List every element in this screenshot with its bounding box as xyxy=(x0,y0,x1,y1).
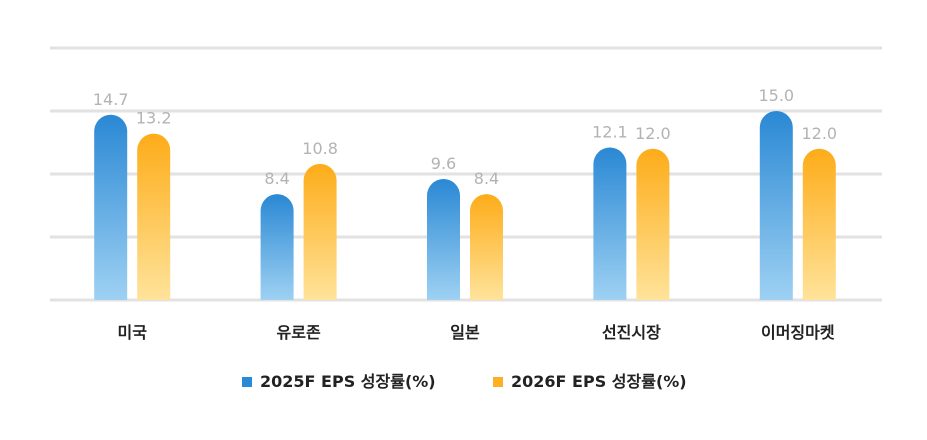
bar-2-3 xyxy=(470,194,503,300)
value-labels: 14.7 13.2 8.4 10.8 9.6 8.4 12.1 12.0 15.0 12.0 xyxy=(93,86,837,188)
category-label-2: 유로존 xyxy=(277,323,321,342)
legend-swatch-2 xyxy=(493,377,503,387)
bar-1-2 xyxy=(260,194,294,300)
bar-2-5 xyxy=(802,148,836,300)
bar-2-1 xyxy=(137,133,171,300)
value-label-2-3: 8.4 xyxy=(474,169,499,188)
bar-2-2 xyxy=(303,163,337,300)
value-label-2-4: 12.0 xyxy=(635,124,671,143)
category-label-3: 일본 xyxy=(450,323,480,342)
bar-2-4 xyxy=(636,148,670,300)
legend-label-1: 2025F EPS 성장률(%) xyxy=(260,372,436,391)
value-label-1-5: 15.0 xyxy=(758,86,794,105)
bar-1-3 xyxy=(427,179,460,300)
category-label-4: 선진시장 xyxy=(602,323,661,342)
value-label-1-4: 12.1 xyxy=(592,123,628,142)
value-label-2-2: 10.8 xyxy=(302,139,338,158)
value-label-1-1: 14.7 xyxy=(93,90,129,109)
bar-1-1 xyxy=(94,114,128,300)
bar-1-5 xyxy=(759,111,793,301)
value-label-2-5: 12.0 xyxy=(801,124,837,143)
category-label-1: 미국 xyxy=(117,323,147,342)
grid-lines xyxy=(50,46,882,302)
value-label-1-2: 8.4 xyxy=(264,169,289,188)
legend-label-2: 2026F EPS 성장률(%) xyxy=(511,372,687,391)
bars xyxy=(94,111,836,301)
bar-1-4 xyxy=(593,147,627,300)
legend-swatch-1 xyxy=(242,377,252,387)
legend: 2025F EPS 성장률(%) 2026F EPS 성장률(%) xyxy=(242,372,687,391)
category-label-5: 이머징마켓 xyxy=(761,323,835,342)
category-labels: 미국 유로존 일본 선진시장 이머징마켓 xyxy=(117,323,834,342)
value-label-1-3: 9.6 xyxy=(431,154,456,173)
value-label-2-1: 13.2 xyxy=(136,109,172,128)
